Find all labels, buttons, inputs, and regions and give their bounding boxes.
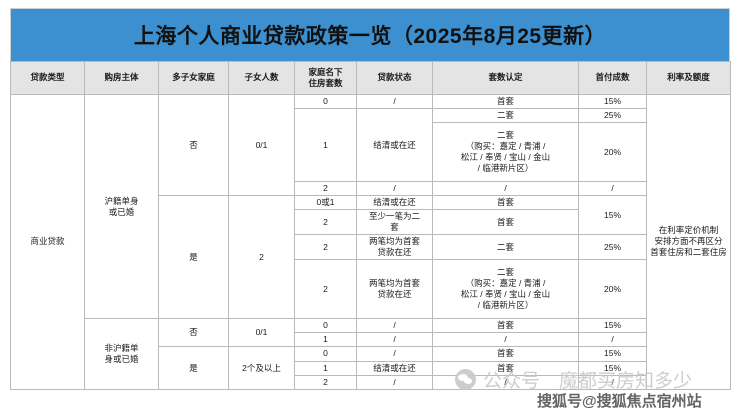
col-header-down-payment: 首付成数 bbox=[578, 61, 647, 95]
cell-recognition: 首套 bbox=[432, 209, 579, 236]
cell-loan-status: / bbox=[356, 181, 433, 197]
cell-children-count: 2 bbox=[228, 195, 295, 320]
cell-down-payment: / bbox=[578, 181, 647, 197]
cell-multi-child: 否 bbox=[158, 93, 229, 197]
cell-recognition: 二套 bbox=[432, 234, 579, 261]
cell-loan-status: / bbox=[356, 346, 433, 362]
col-header-multi-child: 多子女家庭 bbox=[158, 61, 229, 95]
table-row: 1 / / / bbox=[11, 332, 731, 348]
cell-loan-status: / bbox=[356, 318, 433, 334]
table-row: 非沪籍单 身或已婚 否 0/1 0 / 首套 15% bbox=[11, 318, 731, 390]
page-title-bar: 上海个人商业贷款政策一览（2025年8月25更新） bbox=[10, 8, 730, 61]
table-row: 是 2 0或1 结清或在还 首套 15% bbox=[11, 195, 731, 320]
cell-loan-status: 至少一笔为二 套 bbox=[356, 209, 433, 236]
col-header-loan-type: 贷款类型 bbox=[10, 61, 85, 95]
cell-houses: 0 bbox=[294, 346, 357, 362]
col-header-recognition: 套数认定 bbox=[432, 61, 579, 95]
cell-houses: 0或1 bbox=[294, 195, 357, 211]
cell-recognition: 首套 bbox=[432, 195, 579, 211]
cell-down-payment: 15% bbox=[578, 195, 647, 236]
table-row: 是 2个及以上 0 / 首套 15% bbox=[11, 346, 731, 390]
cell-multi-child: 否 bbox=[158, 318, 229, 348]
cell-children-count: 2个及以上 bbox=[228, 346, 295, 390]
cell-buyer-hu: 沪籍单身 或已婚 bbox=[84, 93, 159, 320]
sohu-watermark: 搜狐号@搜狐焦点宿州站 bbox=[537, 393, 702, 410]
cell-recognition: / bbox=[432, 181, 579, 197]
cell-recognition: 二套 bbox=[432, 108, 579, 124]
col-header-buyer: 购房主体 bbox=[84, 61, 159, 95]
cell-loan-status: / bbox=[356, 93, 433, 110]
cell-children-count: 0/1 bbox=[228, 93, 295, 197]
table-body: 商业贷款 沪籍单身 或已婚 否 0/1 0 / 首套 15% 在利率定价机制 安… bbox=[10, 93, 731, 390]
cell-recognition-suburb: 二套 （购买：嘉定 / 青浦 / 松江 / 奉贤 / 宝山 / 金山 / 临港新… bbox=[432, 122, 579, 183]
cell-down-payment: 20% bbox=[578, 259, 647, 320]
table-row: 2 至少一笔为二 套 首套 bbox=[11, 209, 731, 236]
cell-down-payment: 15% bbox=[578, 93, 647, 110]
cell-houses: 2 bbox=[294, 374, 357, 390]
cell-loan-status: 结清或在还 bbox=[356, 360, 433, 376]
cell-houses: 2 bbox=[294, 209, 357, 236]
cell-recognition: / bbox=[432, 332, 579, 348]
col-header-rate-limit: 利率及额度 bbox=[646, 61, 731, 95]
table-header-row: 贷款类型 购房主体 多子女家庭 子女人数 家庭名下 住房套数 贷款状态 套数认定… bbox=[10, 61, 731, 95]
cell-houses: 1 bbox=[294, 360, 357, 376]
cell-loan-status: 两笔均为首套 贷款在还 bbox=[356, 234, 433, 261]
page-title: 上海个人商业贷款政策一览（2025年8月25更新） bbox=[133, 25, 607, 48]
cell-recognition: 首套 bbox=[432, 93, 579, 110]
cell-loan-status: / bbox=[356, 374, 433, 390]
table-row: 2 两笔均为首套 贷款在还 二套 （购买：嘉定 / 青浦 / 松江 / 奉贤 /… bbox=[11, 259, 731, 320]
cell-houses: 0 bbox=[294, 93, 357, 110]
cell-down-payment: 20% bbox=[578, 122, 647, 183]
cell-down-payment: 15% bbox=[578, 360, 647, 376]
cell-houses: 2 bbox=[294, 181, 357, 197]
cell-houses: 2 bbox=[294, 259, 357, 320]
table-row: 二套 （购买：嘉定 / 青浦 / 松江 / 奉贤 / 宝山 / 金山 / 临港新… bbox=[11, 122, 731, 183]
cell-loan-status: 两笔均为首套 贷款在还 bbox=[356, 259, 433, 320]
cell-houses: 1 bbox=[294, 108, 357, 183]
cell-houses: 0 bbox=[294, 318, 357, 334]
cell-recognition: 首套 bbox=[432, 318, 579, 334]
cell-recognition: 首套 bbox=[432, 360, 579, 376]
cell-recognition-suburb: 二套 （购买：嘉定 / 青浦 / 松江 / 奉贤 / 宝山 / 金山 / 临港新… bbox=[432, 259, 579, 320]
table-row: 2 两笔均为首套 贷款在还 二套 25% bbox=[11, 234, 731, 261]
cell-recognition: / bbox=[432, 374, 579, 390]
cell-loan-status: / bbox=[356, 332, 433, 348]
cell-buyer-nonhu: 非沪籍单 身或已婚 bbox=[84, 318, 159, 390]
col-header-children-count: 子女人数 bbox=[228, 61, 295, 95]
cell-loan-status: 结清或在还 bbox=[356, 195, 433, 211]
cell-houses: 2 bbox=[294, 234, 357, 261]
table-row: 商业贷款 沪籍单身 或已婚 否 0/1 0 / 首套 15% 在利率定价机制 安… bbox=[10, 93, 731, 390]
table-header: 贷款类型 购房主体 多子女家庭 子女人数 家庭名下 住房套数 贷款状态 套数认定… bbox=[10, 61, 731, 95]
cell-down-payment: / bbox=[578, 332, 647, 348]
cell-multi-child: 是 bbox=[158, 346, 229, 390]
cell-down-payment: 25% bbox=[578, 108, 647, 124]
col-header-houses-owned: 家庭名下 住房套数 bbox=[294, 61, 357, 95]
cell-loan-status: 结清或在还 bbox=[356, 108, 433, 183]
cell-loan-type: 商业贷款 bbox=[10, 94, 85, 390]
cell-houses: 1 bbox=[294, 332, 357, 348]
cell-down-payment: 25% bbox=[578, 234, 647, 261]
cell-down-payment: 15% bbox=[578, 318, 647, 334]
cell-multi-child: 是 bbox=[158, 195, 229, 320]
cell-recognition: 首套 bbox=[432, 346, 579, 362]
loan-policy-table: 贷款类型 购房主体 多子女家庭 子女人数 家庭名下 住房套数 贷款状态 套数认定… bbox=[10, 61, 731, 390]
cell-rate-note: 在利率定价机制 安排方面不再区分 首套住房和二套住房 bbox=[646, 94, 731, 390]
col-header-loan-status: 贷款状态 bbox=[356, 61, 433, 95]
cell-down-payment: 15% bbox=[578, 346, 647, 362]
cell-down-payment: / bbox=[578, 374, 647, 390]
cell-children-count: 0/1 bbox=[228, 318, 295, 348]
